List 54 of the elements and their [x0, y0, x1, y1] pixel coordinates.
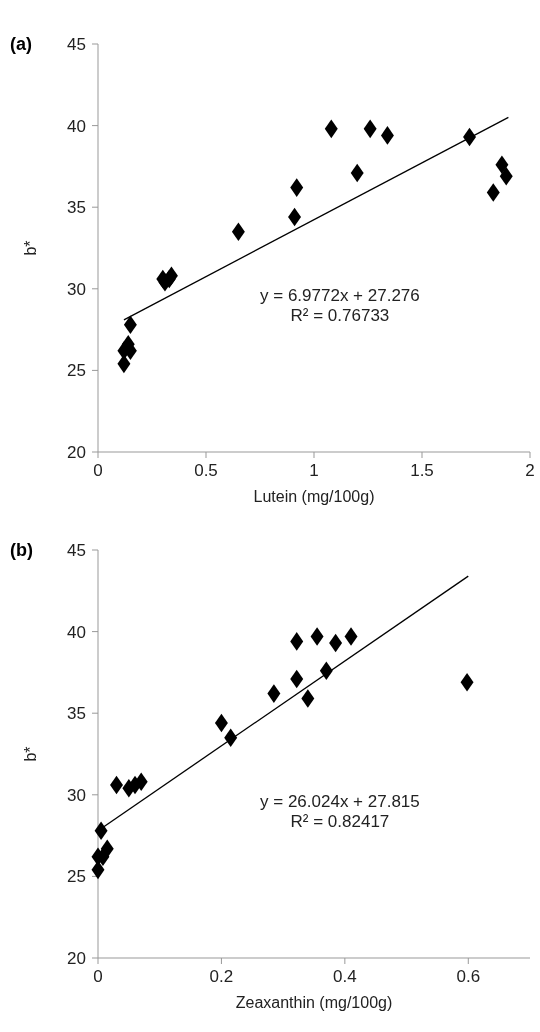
x-tick-label: 0.4: [333, 967, 357, 986]
y-axis-title: b*: [22, 746, 39, 762]
point: [301, 689, 315, 708]
point: [290, 669, 304, 689]
point: [486, 183, 500, 202]
chart-title: (a): [10, 34, 32, 54]
point: [380, 126, 394, 145]
point: [460, 672, 474, 692]
x-tick-label: 0: [93, 967, 103, 986]
annotation: y = 6.9772x + 27.276: [260, 286, 420, 306]
annotation: R² = 0.76733: [290, 306, 390, 326]
x-axis-title: Lutein (mg/100g): [253, 488, 375, 505]
point: [310, 627, 324, 646]
y-tick-label: 45: [67, 540, 86, 560]
y-tick-label: 20: [67, 442, 86, 462]
y-tick-label: 25: [67, 867, 86, 887]
x-tick-label: 0.2: [209, 967, 234, 986]
x-tick-label: 1.5: [410, 461, 434, 480]
point: [363, 119, 377, 139]
point: [324, 119, 338, 139]
point: [329, 633, 343, 653]
point: [134, 772, 148, 792]
point: [344, 627, 358, 646]
point: [94, 821, 108, 840]
y-tick-label: 35: [67, 198, 86, 218]
point: [350, 163, 364, 183]
point: [231, 222, 245, 241]
annotation: R² = 0.82417: [290, 812, 390, 832]
chart-title: (b): [10, 540, 33, 560]
x-tick-label: 0.5: [194, 461, 218, 480]
point: [290, 178, 304, 197]
x-tick-label: 2: [525, 461, 535, 480]
point: [100, 839, 114, 858]
annotation: y = 26.024x + 27.815: [260, 792, 420, 812]
point: [288, 207, 302, 227]
point: [267, 684, 281, 703]
point: [499, 166, 513, 186]
point: [495, 155, 509, 175]
y-tick-label: 40: [67, 622, 86, 642]
y-tick-label: 30: [67, 279, 86, 299]
y-tick-label: 40: [67, 116, 86, 136]
y-axis-title: b*: [22, 240, 39, 256]
point: [214, 713, 228, 733]
point: [123, 315, 137, 334]
y-tick-label: 20: [67, 948, 86, 968]
point: [290, 632, 304, 651]
x-tick-label: 0: [93, 461, 103, 480]
y-tick-label: 25: [67, 361, 86, 381]
y-tick-label: 45: [67, 34, 86, 54]
y-tick-label: 30: [67, 785, 86, 805]
x-tick-label: 0.6: [456, 967, 481, 986]
y-tick-label: 35: [67, 704, 86, 724]
x-axis-title: Zeaxanthin (mg/100g): [235, 994, 393, 1011]
x-tick-label: 1: [309, 461, 319, 480]
